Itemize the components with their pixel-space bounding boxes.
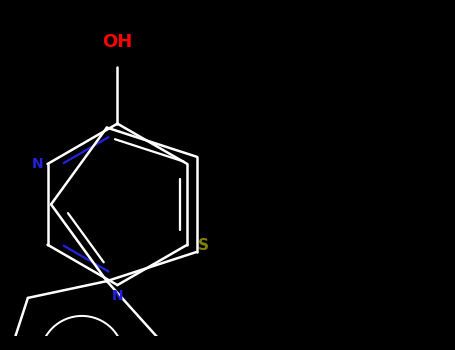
Text: OH: OH [102, 33, 132, 51]
Text: N: N [31, 157, 43, 171]
Text: S: S [197, 238, 208, 253]
Text: N: N [111, 289, 123, 303]
